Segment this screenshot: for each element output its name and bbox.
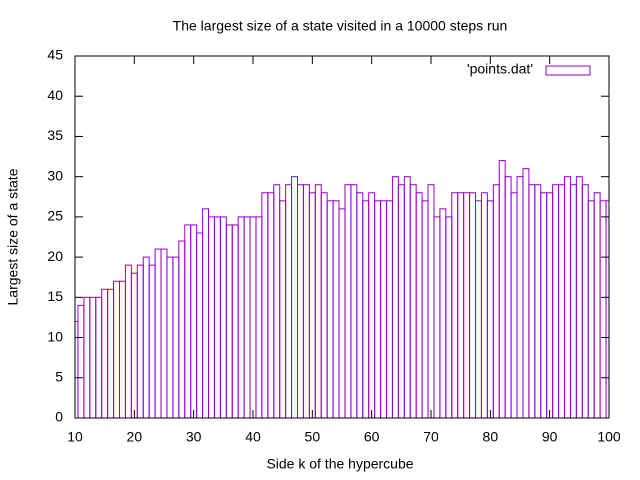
y-tick-label: 15 — [47, 288, 63, 304]
y-axis-label: Largest size of a state — [5, 168, 21, 305]
x-tick-label: 60 — [364, 429, 380, 445]
y-tick-label: 10 — [47, 328, 63, 344]
x-tick-label: 40 — [245, 429, 261, 445]
y-tick-label: 5 — [55, 368, 63, 384]
legend-label: 'points.dat' — [467, 61, 533, 77]
x-tick-label: 90 — [542, 429, 558, 445]
x-axis-label: Side k of the hypercube — [266, 456, 413, 472]
y-tick-label: 25 — [47, 208, 63, 224]
x-tick-label: 20 — [127, 429, 143, 445]
y-tick-label: 45 — [47, 47, 63, 63]
x-tick-label: 30 — [186, 429, 202, 445]
plot-frame — [74, 55, 610, 419]
y-tick-label: 35 — [47, 127, 63, 143]
y-tick-label: 0 — [55, 409, 63, 425]
chart-title: The largest size of a state visited in a… — [173, 18, 508, 34]
y-tick-label: 40 — [47, 87, 63, 103]
y-tick-label: 20 — [47, 248, 63, 264]
legend-swatch — [545, 65, 591, 76]
x-tick-label: 80 — [483, 429, 499, 445]
y-tick-label: 30 — [47, 167, 63, 183]
x-tick-label: 10 — [67, 429, 83, 445]
x-tick-label: 50 — [305, 429, 321, 445]
bars — [75, 160, 609, 418]
x-tick-label: 70 — [423, 429, 439, 445]
x-tick-label: 100 — [597, 429, 621, 445]
